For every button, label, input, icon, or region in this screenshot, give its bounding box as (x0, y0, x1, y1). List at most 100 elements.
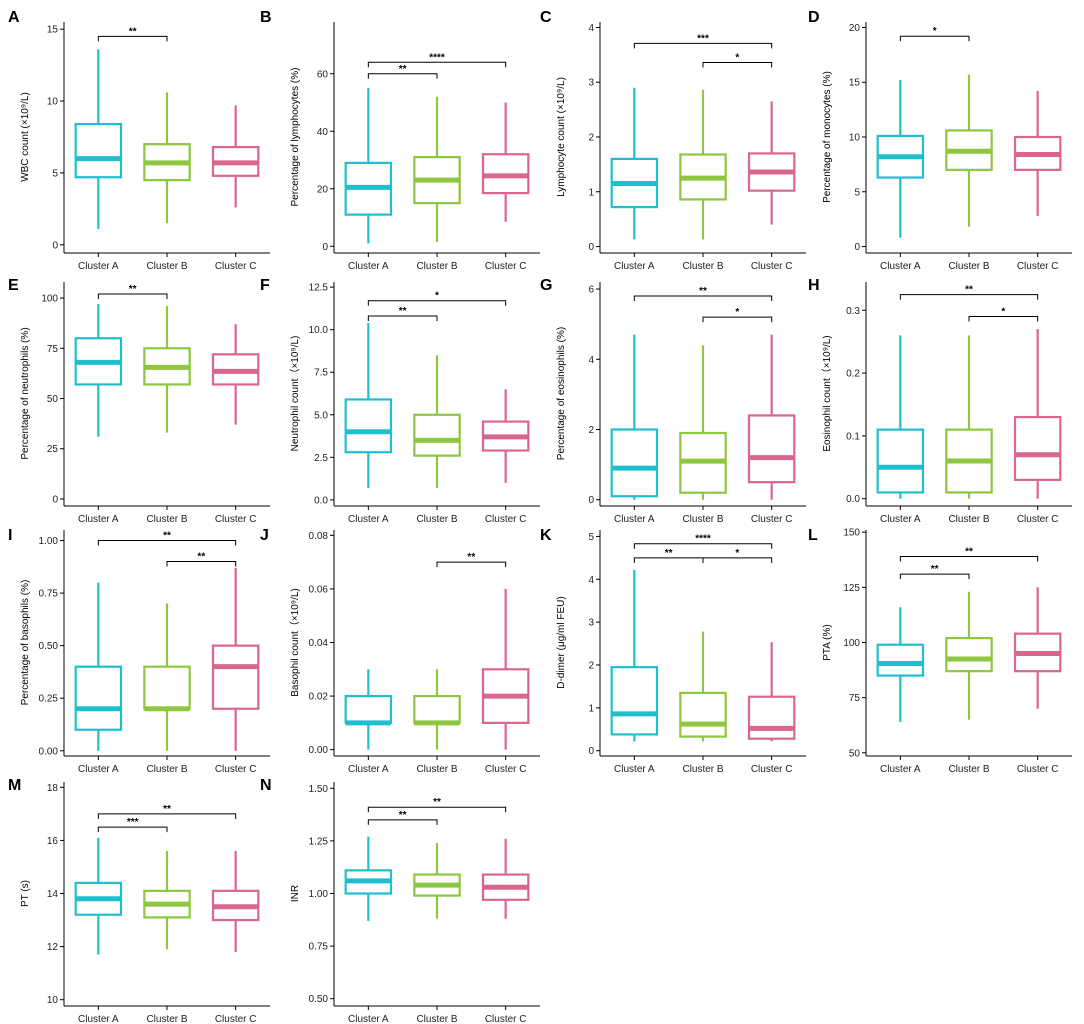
significance-label: ** (129, 284, 137, 295)
significance-bracket: ** (367, 797, 507, 813)
x-tick-label: Cluster B (146, 261, 187, 272)
y-tick-label: 4 (588, 23, 594, 34)
box-iqr (876, 643, 925, 677)
panel-F: F 0.0 2.5 5.0 7.5 10.0 12.5 Neutrophil count（×1… (260, 277, 540, 525)
y-tick-label: 14 (47, 889, 59, 900)
y-tick-label: 6 (588, 285, 594, 296)
y-tick-label: 5.0 (314, 410, 328, 421)
panel-letter: D (808, 9, 820, 26)
significance-label: ** (129, 26, 137, 37)
panel-J: J 0.00 0.02 0.04 0.06 0.08 Basophil count（×10⁹… (260, 527, 540, 775)
y-tick-label: 10.0 (309, 325, 329, 336)
significance-bracket: ** (899, 285, 1039, 300)
box-cluster-c (1013, 329, 1062, 499)
box-iqr (876, 428, 925, 494)
box-cluster-a (610, 87, 659, 240)
y-tick-label: 10 (47, 97, 59, 108)
box-cluster-b (143, 92, 191, 224)
y-tick-label: 1 (588, 703, 594, 714)
box-iqr (1013, 415, 1062, 481)
bracket-line (367, 73, 438, 79)
bracket-line (633, 42, 773, 49)
box-cluster-b (679, 345, 727, 500)
x-tick-label: Cluster A (78, 261, 119, 272)
panel-letter: A (8, 9, 20, 26)
significance-bracket: * (702, 548, 773, 563)
y-tick-label: 0 (588, 495, 594, 506)
box-cluster-c (481, 102, 530, 222)
y-axis-label: D-dimer (μg/ml FEU) (556, 596, 567, 688)
box-iqr (610, 666, 659, 736)
x-tick-label: Cluster B (416, 261, 457, 272)
significance-bracket: * (702, 307, 773, 323)
x-tick-label: Cluster A (614, 764, 655, 775)
panel-N: N 0.50 0.75 1.00 1.25 1.50 INR Cluster A Cluster… (260, 777, 540, 1024)
y-tick-label: 100 (843, 638, 860, 649)
significance-label: * (933, 26, 937, 37)
x-tick-label: Cluster C (485, 261, 527, 272)
y-tick-label: 5 (588, 532, 594, 543)
x-tick-label: Cluster A (348, 514, 389, 525)
box-iqr (211, 644, 260, 710)
significance-bracket: **** (367, 52, 507, 68)
y-tick-label: 2 (588, 661, 594, 672)
bracket-line (899, 555, 1039, 562)
bracket-line (899, 294, 1039, 300)
significance-bracket: ** (367, 306, 438, 322)
bracket-line (899, 573, 970, 580)
x-tick-label: Cluster C (1017, 514, 1059, 525)
y-tick-label: 18 (47, 783, 59, 794)
x-tick-label: Cluster A (78, 1014, 119, 1024)
box-cluster-a (876, 335, 925, 499)
box-cluster-a (74, 582, 123, 751)
significance-bracket: *** (97, 817, 168, 833)
significance-bracket: *** (633, 33, 773, 49)
panel-D: D 0 5 10 15 20 Percentage of monocytes (%) Clus… (808, 9, 1072, 272)
box-iqr (74, 122, 123, 179)
significance-label: ** (163, 531, 171, 542)
x-tick-label: Cluster C (215, 514, 257, 525)
y-axis-label: Percentage of basophils (%) (20, 580, 31, 706)
bracket-line (97, 540, 237, 546)
box-cluster-a (74, 304, 123, 437)
box-iqr (413, 413, 461, 457)
y-tick-label: 0.08 (309, 531, 329, 542)
significance-label: *** (127, 817, 139, 828)
x-tick-label: Cluster A (614, 514, 655, 525)
y-tick-label: 75 (47, 344, 59, 355)
bracket-line (702, 557, 773, 563)
significance-label: ** (433, 797, 441, 808)
bracket-line (633, 543, 773, 549)
box-iqr (344, 398, 393, 454)
y-tick-label: 0.06 (309, 584, 329, 595)
box-cluster-c (211, 324, 260, 425)
significance-label: * (1001, 307, 1005, 318)
y-tick-label: 3 (588, 78, 594, 89)
significance-label: ** (399, 306, 407, 317)
box-iqr (344, 694, 393, 724)
box-cluster-a (876, 80, 925, 238)
x-tick-label: Cluster A (78, 764, 119, 775)
y-tick-label: 60 (317, 69, 329, 80)
significance-label: * (735, 548, 739, 559)
significance-bracket: ** (97, 804, 237, 819)
y-tick-label: 0.0 (314, 495, 328, 506)
x-tick-label: Cluster C (751, 514, 793, 525)
box-cluster-c (1013, 91, 1062, 216)
y-tick-label: 1 (588, 187, 594, 198)
x-tick-label: Cluster A (348, 261, 389, 272)
x-tick-label: Cluster A (348, 764, 389, 775)
y-axis-label: INR (290, 885, 301, 902)
box-iqr (747, 414, 796, 484)
panel-letter: F (260, 277, 270, 294)
significance-bracket: * (367, 291, 507, 306)
box-iqr (74, 665, 123, 731)
box-cluster-c (747, 101, 796, 225)
panel-letter: K (540, 527, 552, 544)
y-tick-label: 10 (849, 133, 861, 144)
y-axis-label: Percentage of neutrophils (%) (20, 327, 31, 459)
box-cluster-b (143, 851, 191, 950)
box-cluster-a (610, 569, 659, 742)
box-cluster-a (344, 88, 393, 244)
y-axis-label: PTA (%) (822, 624, 833, 660)
